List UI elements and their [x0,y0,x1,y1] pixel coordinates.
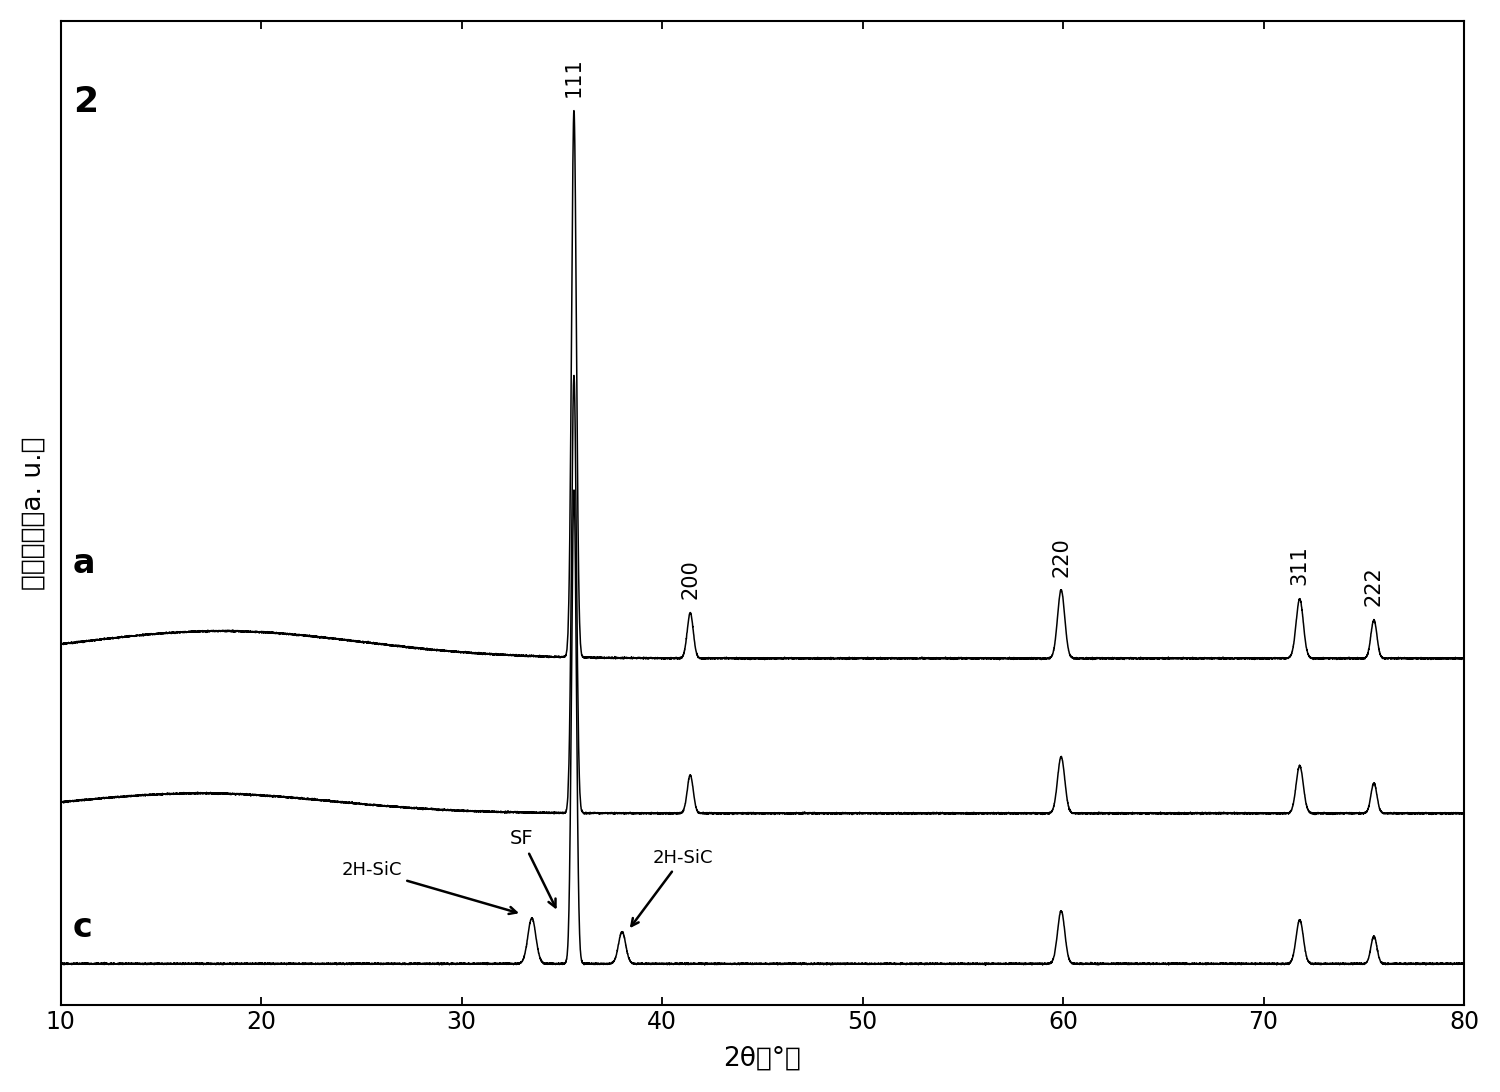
X-axis label: 2θ（°）: 2θ（°） [723,1045,801,1071]
Text: 200: 200 [680,559,700,598]
Text: SF: SF [510,830,555,907]
Text: 2H-SiC: 2H-SiC [632,848,712,926]
Text: c: c [74,911,93,945]
Text: 311: 311 [1290,545,1310,585]
Y-axis label: 相对强度（a. u.）: 相对强度（a. u.） [21,437,46,590]
Text: 2H-SiC: 2H-SiC [340,862,516,914]
Text: 222: 222 [1364,566,1384,606]
Text: 111: 111 [564,57,584,97]
Text: 220: 220 [1052,537,1071,577]
Text: a: a [74,547,96,580]
Text: 2: 2 [74,85,98,119]
